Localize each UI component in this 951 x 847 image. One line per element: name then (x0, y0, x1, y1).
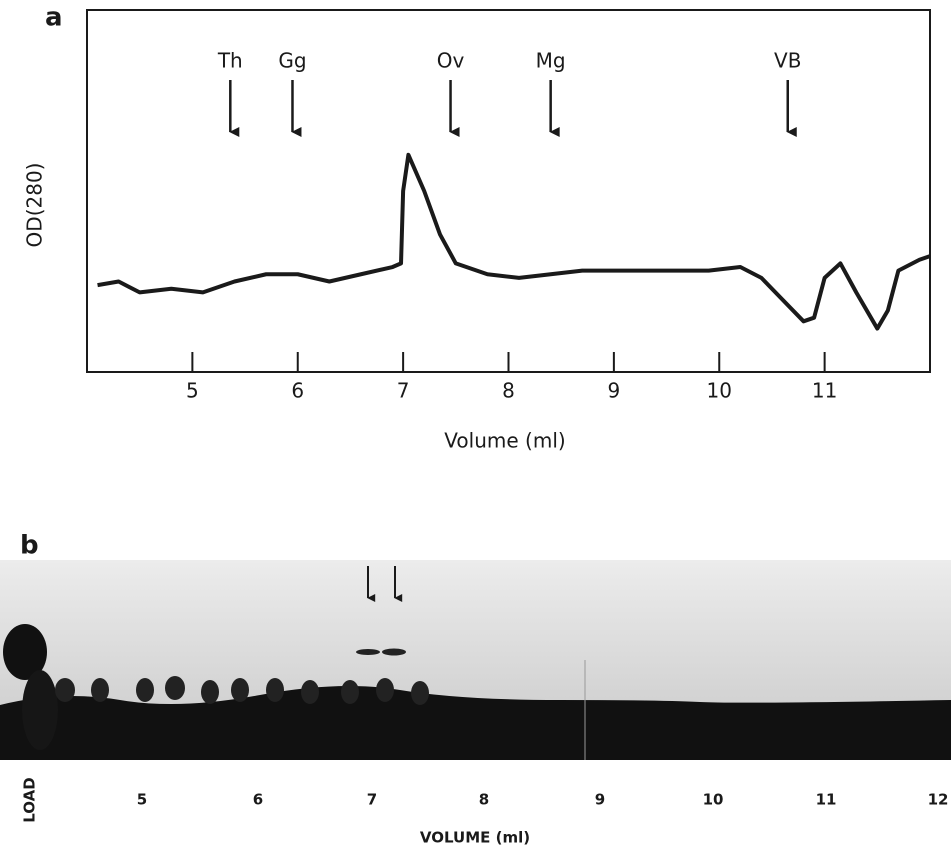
lane-label: 6 (253, 791, 263, 809)
x-tick-label: 8 (502, 379, 515, 403)
x-tick-label: 5 (186, 379, 199, 403)
marker-label: Gg (278, 49, 306, 73)
lane-label: 11 (816, 791, 837, 809)
x-tick-label: 11 (812, 379, 837, 403)
lane-label: 5 (137, 791, 147, 809)
lane-label: 7 (367, 791, 377, 809)
x-tick-label: 9 (608, 379, 621, 403)
lane-label: 9 (595, 791, 605, 809)
panel-label: a (45, 3, 63, 33)
x-tick-label: 7 (397, 379, 410, 403)
y-axis-label: OD(280) (23, 163, 47, 248)
plot: 5 6 7 8 9 10 11 Th Gg Ov Mg VB (97, 49, 931, 403)
marker-label: Mg (536, 49, 566, 73)
lane-label: 8 (479, 791, 489, 809)
marker-label: Th (217, 49, 243, 73)
trace (97, 152, 931, 331)
plot-frame (86, 9, 931, 373)
panel-label: b (20, 531, 39, 561)
x-tick-label: 10 (707, 379, 732, 403)
marker-label: Ov (437, 49, 465, 73)
load-label: LOAD (21, 777, 39, 822)
x-tick-label: 6 (291, 379, 304, 403)
lane-label: 10 (703, 791, 724, 809)
gel-labels: LOAD 5 6 7 8 9 10 11 12 (21, 777, 949, 822)
gel-image (0, 560, 951, 760)
lane-label: 12 (928, 791, 949, 809)
marker-label: VB (774, 49, 801, 73)
gel-axis-label: VOLUME (ml) (420, 829, 530, 847)
x-axis-label: Volume (ml) (444, 429, 565, 453)
